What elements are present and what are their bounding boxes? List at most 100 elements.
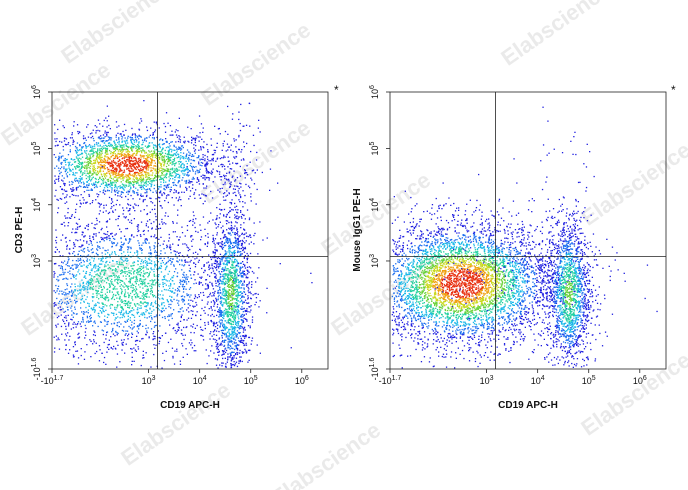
- event-dot: [145, 309, 147, 311]
- event-dot: [97, 290, 99, 292]
- event-dot: [206, 172, 208, 174]
- event-dot: [163, 309, 165, 312]
- event-dot: [132, 198, 134, 200]
- event-dot: [167, 155, 169, 158]
- event-dot: [117, 164, 120, 166]
- event-dot: [169, 168, 171, 170]
- event-dot: [140, 160, 142, 162]
- event-dot: [155, 192, 158, 194]
- event-dot: [99, 153, 101, 155]
- event-dot: [173, 160, 176, 162]
- event-dot: [94, 147, 96, 150]
- event-dot: [142, 337, 144, 340]
- event-dot: [146, 305, 148, 307]
- event-dot: [95, 265, 97, 267]
- event-dot: [224, 181, 226, 183]
- event-dot: [133, 273, 135, 275]
- event-dot: [116, 162, 118, 164]
- event-dot: [158, 170, 161, 172]
- event-dot: [101, 238, 103, 241]
- event-dot: [184, 261, 186, 263]
- event-dot: [114, 319, 116, 321]
- event-dot: [142, 270, 145, 272]
- event-dot: [140, 175, 142, 177]
- event-dot: [157, 290, 160, 292]
- event-dot: [194, 258, 196, 260]
- event-dot: [167, 341, 170, 344]
- event-dot: [165, 332, 167, 334]
- event-dot: [171, 172, 173, 174]
- event-dot: [98, 285, 100, 287]
- event-dot: [181, 333, 183, 335]
- event-dot: [106, 291, 108, 293]
- event-dot: [83, 276, 85, 278]
- event-dot: [107, 267, 109, 270]
- event-dot: [128, 158, 131, 160]
- event-dot: [96, 273, 98, 275]
- event-dot: [132, 170, 134, 172]
- event-dot: [194, 152, 196, 154]
- event-dot: [194, 226, 196, 229]
- event-dot: [57, 276, 59, 278]
- event-dot: [95, 235, 97, 237]
- event-dot: [174, 163, 176, 165]
- event-dot: [136, 177, 138, 180]
- event-dot: [65, 169, 67, 171]
- event-dot: [96, 296, 98, 298]
- event-dot: [86, 311, 88, 313]
- event-dot: [124, 304, 126, 307]
- event-dot: [166, 163, 168, 165]
- event-dot: [128, 295, 130, 297]
- event-dot: [103, 174, 105, 176]
- event-dot: [188, 141, 190, 143]
- event-dot: [99, 150, 102, 152]
- event-dot: [86, 126, 88, 128]
- event-dot: [159, 244, 161, 247]
- event-dot: [87, 249, 89, 251]
- event-dot: [154, 242, 156, 244]
- event-dot: [128, 296, 130, 299]
- event-dot: [100, 150, 103, 152]
- event-dot: [69, 170, 72, 172]
- event-dot: [252, 169, 255, 171]
- event-dot: [76, 172, 78, 174]
- event-dot: [161, 303, 163, 305]
- event-dot: [185, 261, 187, 263]
- event-dot: [137, 257, 139, 259]
- event-dot: [173, 292, 175, 294]
- event-dot: [76, 157, 78, 159]
- event-dot: [85, 266, 88, 268]
- event-dot: [244, 169, 246, 171]
- event-dot: [178, 175, 181, 178]
- event-dot: [89, 133, 92, 135]
- event-dot: [144, 192, 146, 194]
- event-dot: [225, 278, 227, 280]
- event-dot: [93, 257, 95, 260]
- event-dot: [169, 247, 171, 249]
- event-dot: [181, 179, 183, 181]
- event-dot: [108, 283, 110, 285]
- event-dot: [80, 325, 82, 328]
- event-dot: [124, 141, 126, 143]
- event-dot: [129, 157, 131, 159]
- event-dot: [174, 157, 176, 159]
- event-dot: [94, 224, 96, 226]
- event-dot: [93, 276, 95, 278]
- event-dot: [124, 352, 126, 354]
- event-dot: [133, 157, 135, 159]
- event-dot: [85, 286, 87, 288]
- event-dot: [202, 183, 204, 185]
- event-dot: [157, 304, 159, 306]
- event-dot: [77, 166, 80, 168]
- event-dot: [168, 157, 170, 159]
- event-dot: [61, 223, 63, 225]
- event-dot: [163, 222, 165, 224]
- event-dot: [144, 305, 146, 308]
- event-dot: [159, 337, 162, 339]
- event-dot: [169, 145, 171, 147]
- event-dot: [81, 234, 83, 236]
- event-dot: [93, 140, 95, 142]
- event-dot: [127, 292, 129, 294]
- event-dot: [104, 270, 106, 272]
- event-dot: [54, 251, 57, 253]
